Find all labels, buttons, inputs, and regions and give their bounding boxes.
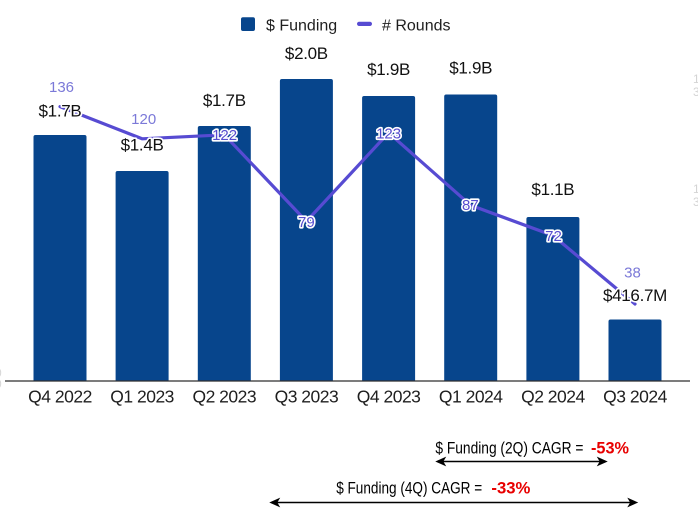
svg-text:87: 87 — [462, 197, 479, 214]
svg-text:79: 79 — [298, 214, 315, 231]
svg-text:$1.7B: $1.7B — [39, 102, 82, 121]
svg-text:72: 72 — [545, 228, 562, 245]
svg-text:Q1 2023: Q1 2023 — [110, 386, 174, 406]
svg-text:123: 123 — [376, 125, 401, 142]
svg-text:120: 120 — [131, 111, 156, 128]
svg-text:30: 30 — [693, 85, 698, 99]
svg-text:136: 136 — [49, 79, 74, 96]
svg-text:Q4 2023: Q4 2023 — [357, 386, 421, 406]
svg-text:$ Funding: $ Funding — [266, 18, 337, 35]
svg-text:0: 0 — [0, 377, 2, 391]
svg-text:$ Funding (4Q) CAGR =: $ Funding (4Q) CAGR = — [336, 479, 482, 498]
svg-text:Q3 2023: Q3 2023 — [275, 386, 339, 406]
svg-text:$ Funding (2Q) CAGR =: $ Funding (2Q) CAGR = — [435, 439, 583, 458]
svg-text:Q4 2022: Q4 2022 — [28, 386, 92, 406]
svg-text:$1.1B: $1.1B — [531, 180, 574, 199]
svg-text:$1.7B: $1.7B — [203, 91, 246, 110]
svg-text:122: 122 — [212, 127, 237, 144]
svg-text:Q3 2024: Q3 2024 — [603, 386, 667, 406]
svg-text:38: 38 — [624, 264, 641, 281]
svg-text:30: 30 — [693, 195, 698, 209]
svg-text:10: 10 — [693, 182, 698, 196]
svg-text:10: 10 — [693, 72, 698, 86]
svg-text:$1.9B: $1.9B — [367, 60, 410, 79]
svg-text:$2.0B: $2.0B — [285, 44, 328, 63]
svg-text:Q1 2024: Q1 2024 — [439, 386, 503, 406]
svg-text:Q2 2024: Q2 2024 — [521, 386, 585, 406]
svg-text:$1.4B: $1.4B — [121, 136, 164, 155]
svg-text:$416.7M: $416.7M — [603, 286, 667, 305]
svg-text:-33%: -33% — [491, 479, 530, 498]
svg-text:0: 0 — [0, 366, 2, 380]
svg-text:$1.9B: $1.9B — [449, 59, 492, 78]
svg-text:Q2 2023: Q2 2023 — [192, 386, 256, 406]
svg-text:-53%: -53% — [591, 439, 629, 458]
svg-text:# Rounds: # Rounds — [382, 18, 451, 35]
